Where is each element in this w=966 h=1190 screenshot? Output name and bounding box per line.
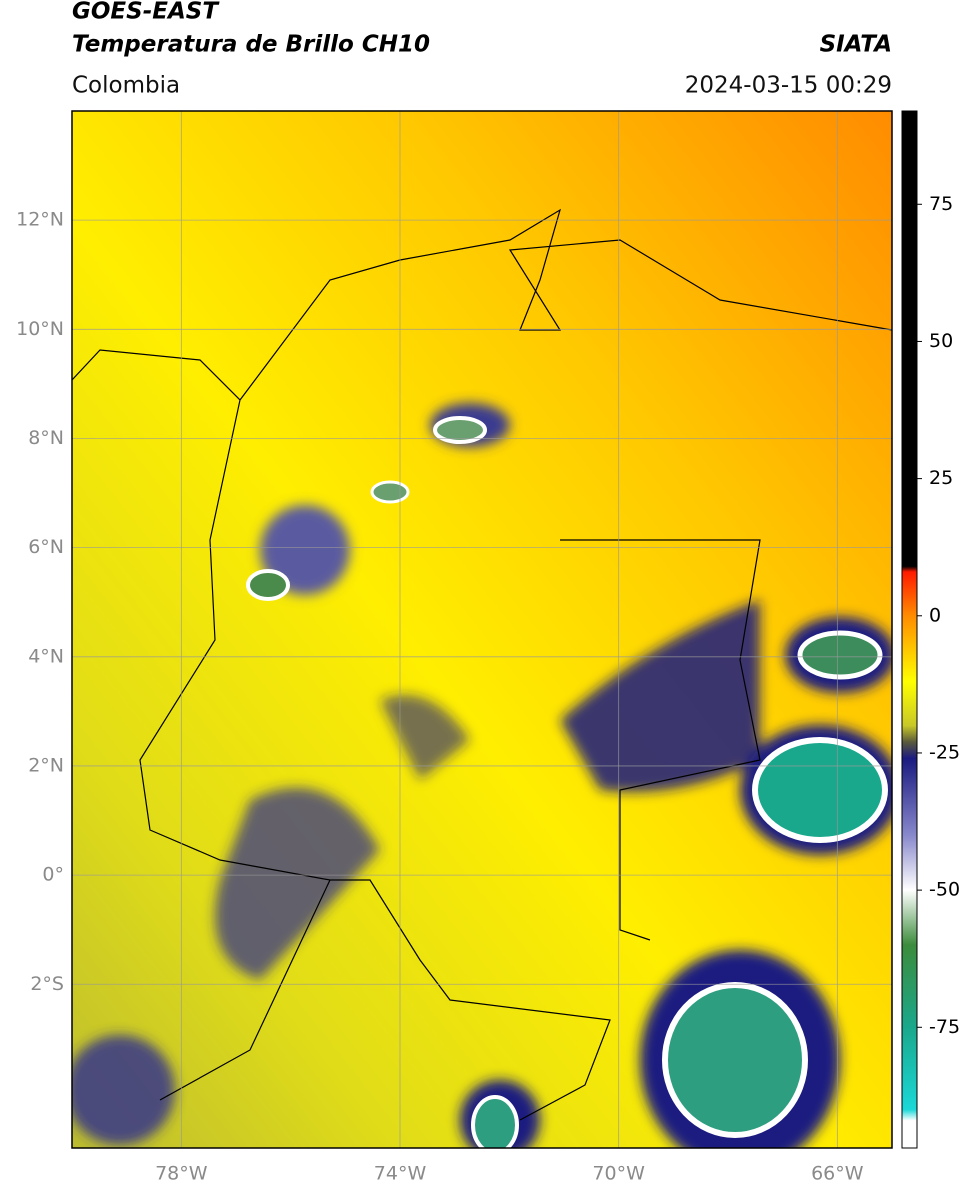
y-tick-label: 4°N xyxy=(28,645,64,667)
y-tick-label: 8°N xyxy=(28,427,64,449)
colorbar-tick-label: 25 xyxy=(929,467,953,489)
datetime: 2024-03-15 00:29 xyxy=(685,73,892,99)
x-tick-label: 70°W xyxy=(592,1163,645,1185)
satellite-image xyxy=(72,111,892,1148)
colorbar xyxy=(901,110,918,1149)
source: SIATA xyxy=(820,32,892,58)
map-frame xyxy=(71,110,893,1149)
colorbar-tick-label: -50 xyxy=(929,879,960,901)
region: Colombia xyxy=(72,73,180,99)
y-tick-label: 6°N xyxy=(28,536,64,558)
y-tick-label: 0° xyxy=(42,864,64,886)
product: Temperatura de Brillo CH10 xyxy=(72,32,430,58)
y-tick-label: 2°N xyxy=(28,754,64,776)
y-tick-label: 2°S xyxy=(30,973,64,995)
colorbar-tick-label: -75 xyxy=(929,1016,960,1038)
x-tick-label: 74°W xyxy=(374,1163,427,1185)
colorbar-tick-label: -25 xyxy=(929,741,960,763)
x-tick-label: 78°W xyxy=(155,1163,208,1185)
y-tick-label: 12°N xyxy=(16,209,64,231)
satellite: GOES-EAST xyxy=(72,0,220,25)
colorbar-tick-label: 0 xyxy=(929,604,941,626)
x-tick-label: 66°W xyxy=(811,1163,864,1185)
colorbar-tick-label: 50 xyxy=(929,330,953,352)
y-tick-label: 10°N xyxy=(16,318,64,340)
colorbar-tick-label: 75 xyxy=(929,193,953,215)
